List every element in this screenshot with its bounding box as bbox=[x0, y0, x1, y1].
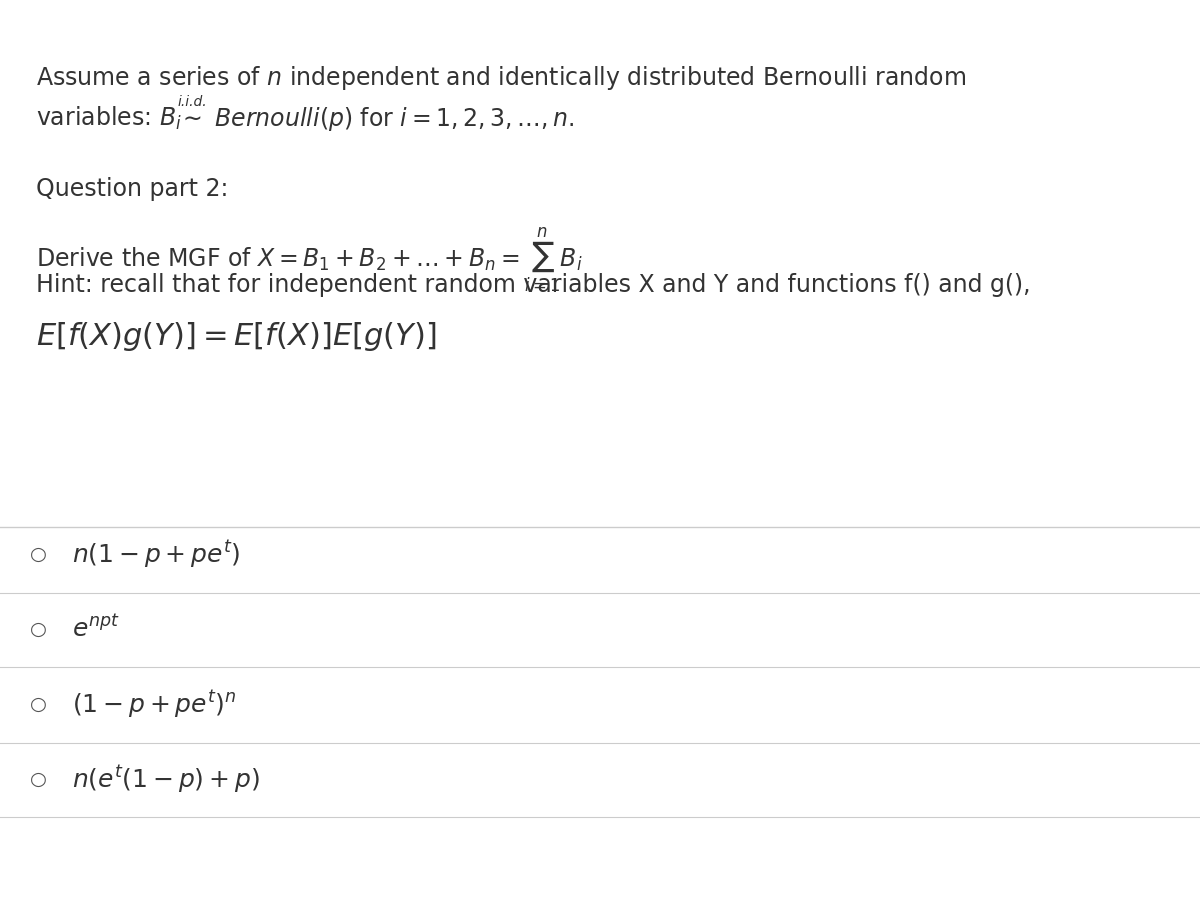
Text: Hint: recall that for independent random variables X and Y and functions f() and: Hint: recall that for independent random… bbox=[36, 273, 1031, 296]
Text: $e^{npt}$: $e^{npt}$ bbox=[72, 615, 120, 643]
Text: Question part 2:: Question part 2: bbox=[36, 177, 228, 201]
Text: ○: ○ bbox=[30, 695, 47, 714]
Text: $n(e^t(1-p) + p)$: $n(e^t(1-p) + p)$ bbox=[72, 764, 260, 794]
Text: ○: ○ bbox=[30, 545, 47, 564]
Text: ○: ○ bbox=[30, 620, 47, 638]
Text: Assume a series of $n$ independent and identically distributed Bernoulli random: Assume a series of $n$ independent and i… bbox=[36, 64, 966, 92]
Text: $n(1 - p + pe^t)$: $n(1 - p + pe^t)$ bbox=[72, 539, 240, 570]
Text: Derive the MGF of $X = B_1 + B_2+\ldots+B_n = \sum_{i=1}^{n} B_i$: Derive the MGF of $X = B_1 + B_2+\ldots+… bbox=[36, 225, 582, 294]
Text: $(1 - p + pe^t)^n$: $(1 - p + pe^t)^n$ bbox=[72, 689, 236, 720]
Text: ○: ○ bbox=[30, 770, 47, 788]
Text: i.i.d.: i.i.d. bbox=[178, 95, 208, 109]
Text: $E\left[f(X)g(Y)\right] = E\left[f(X)\right]E\left[g(Y)\right]$: $E\left[f(X)g(Y)\right] = E\left[f(X)\ri… bbox=[36, 320, 437, 353]
Text: variables: $B_i$: variables: $B_i$ bbox=[36, 105, 181, 132]
Text: $\sim$ $Bernoulli(p)$ for $i = 1, 2, 3, \ldots, n.$: $\sim$ $Bernoulli(p)$ for $i = 1, 2, 3, … bbox=[178, 105, 574, 133]
